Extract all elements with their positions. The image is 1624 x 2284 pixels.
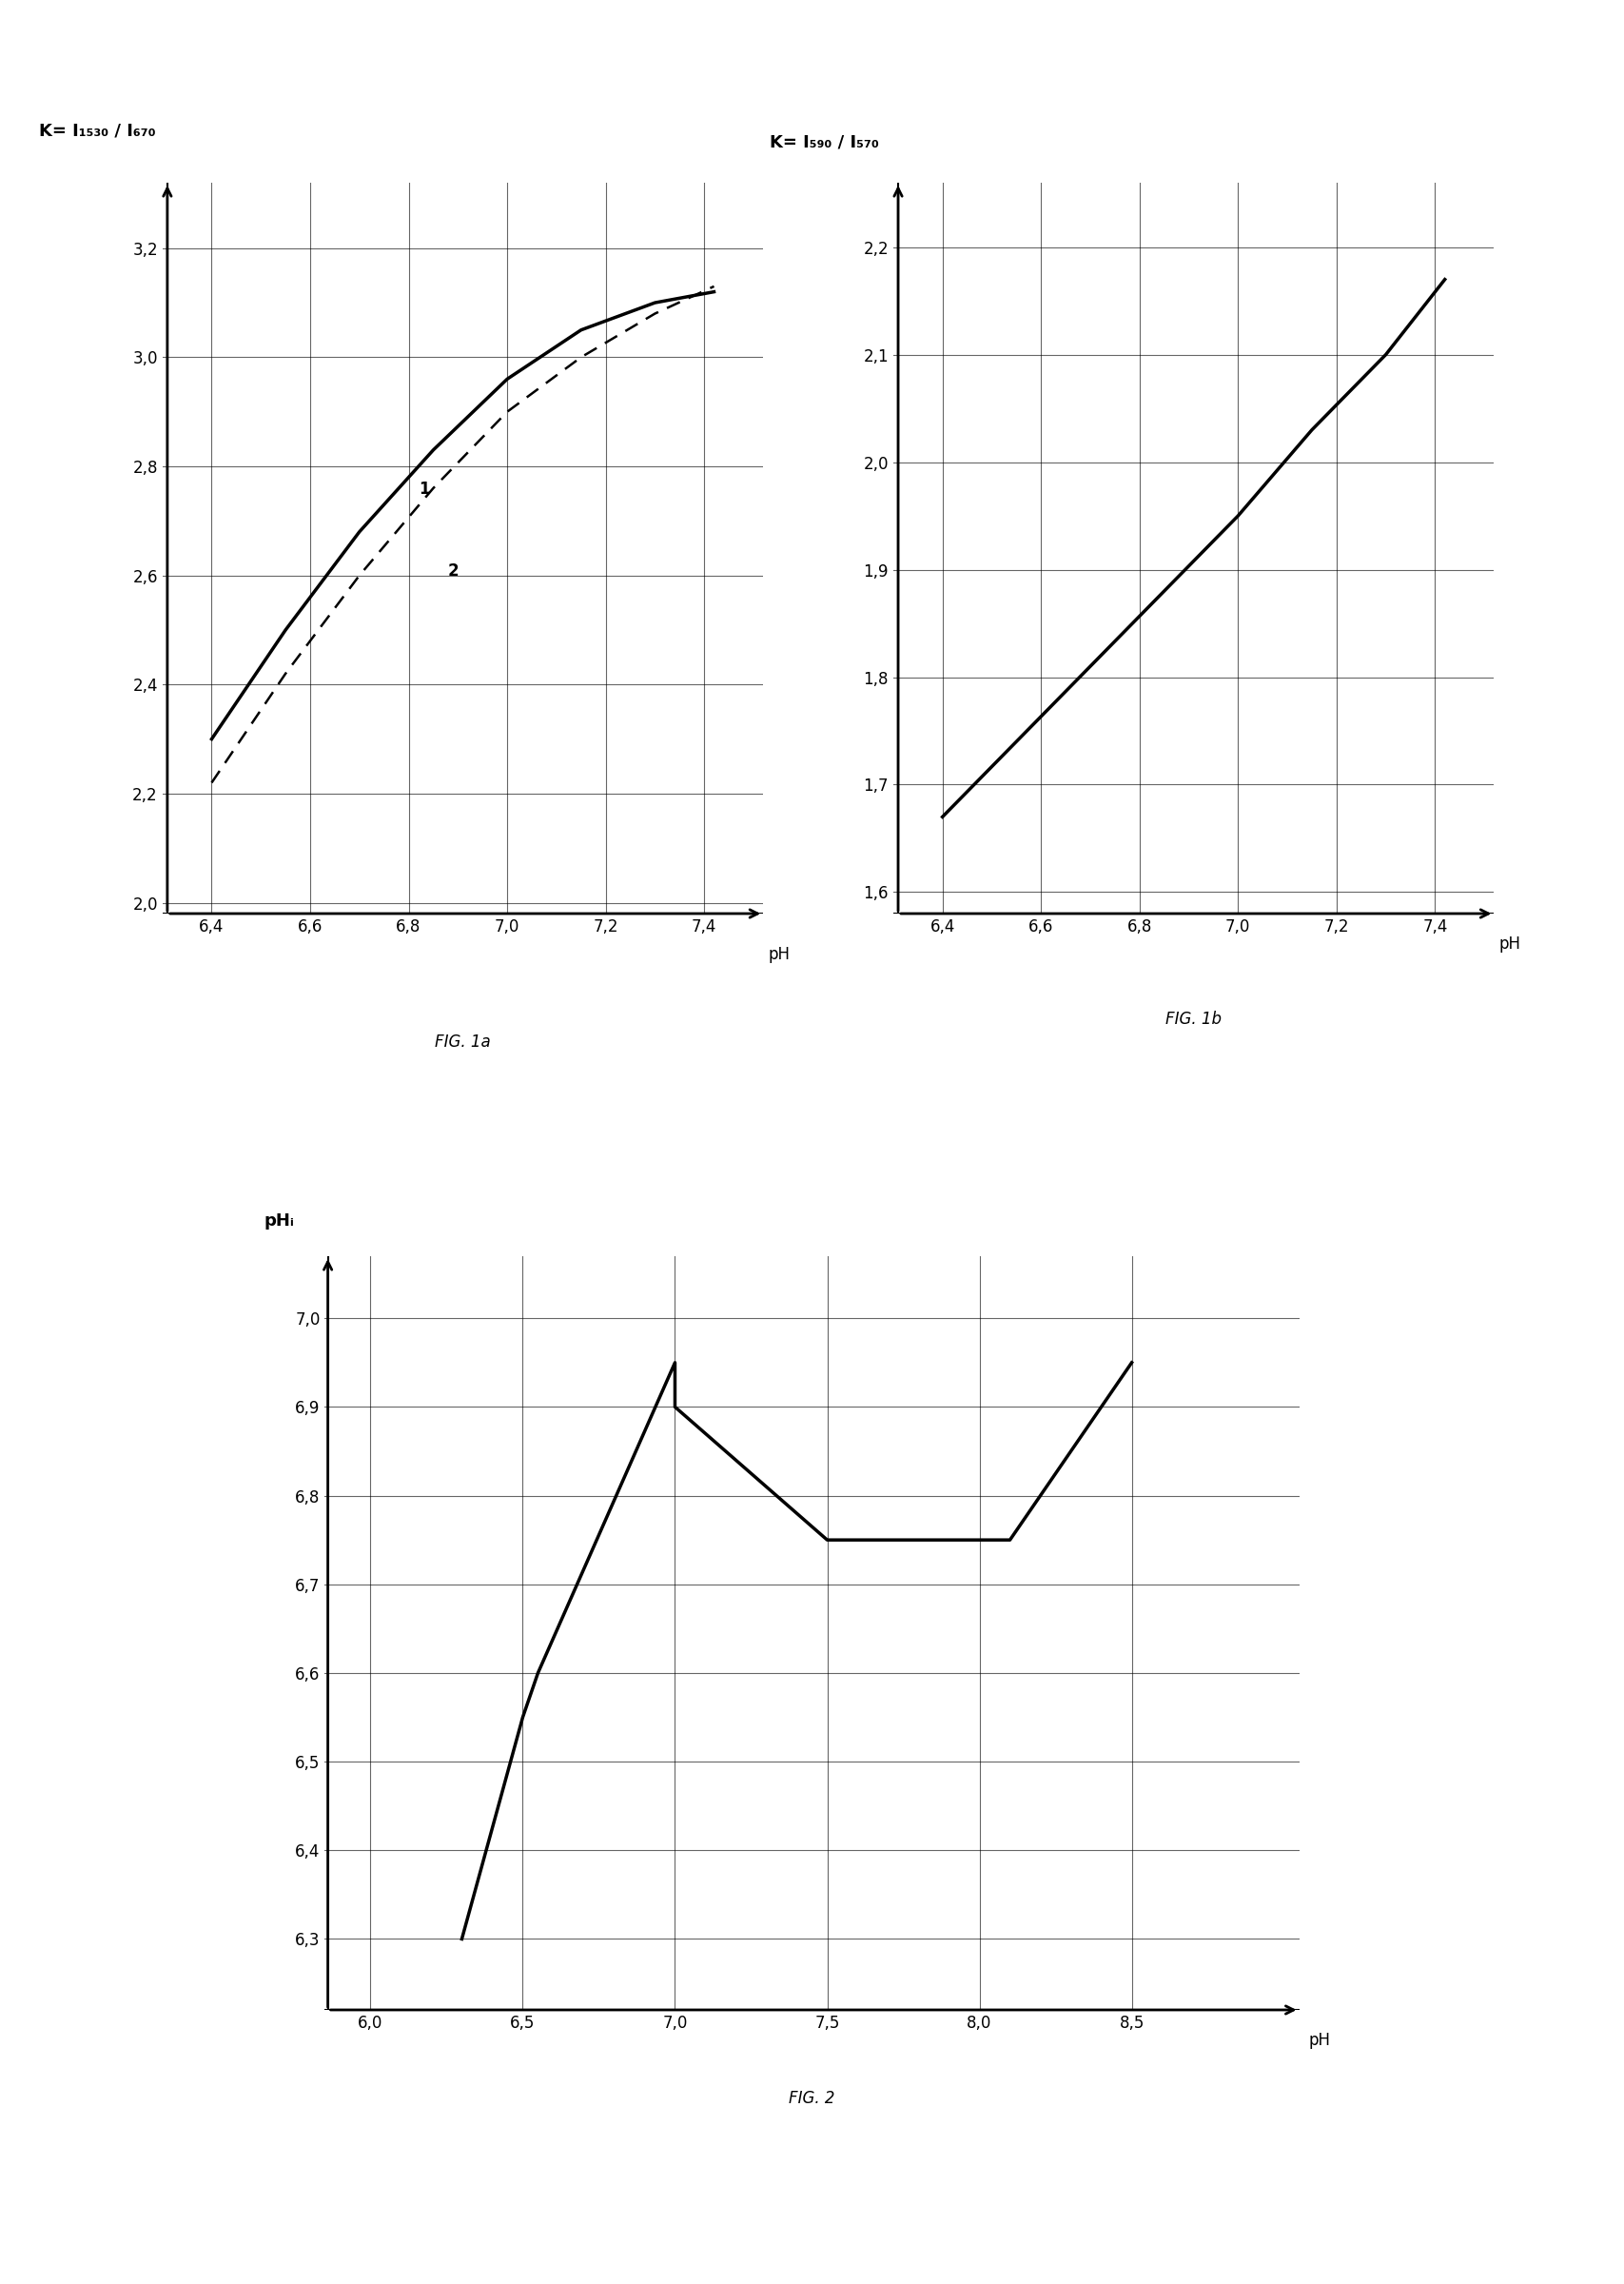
Text: FIG. 1a: FIG. 1a [435,1035,490,1051]
Text: FIG. 1b: FIG. 1b [1166,1010,1221,1028]
Text: pHᵢ: pHᵢ [263,1213,294,1229]
Text: 2: 2 [448,562,460,580]
Text: K= I₁₅₃₀ / I₆₇₀: K= I₁₅₃₀ / I₆₇₀ [39,121,156,139]
Text: FIG. 2: FIG. 2 [789,2090,835,2106]
Text: K= I₅₉₀ / I₅₇₀: K= I₅₉₀ / I₅₇₀ [770,132,879,151]
Text: 1: 1 [419,480,429,498]
Text: pH: pH [1499,934,1522,952]
Text: pH: pH [1309,2033,1330,2049]
Text: pH: pH [768,946,791,964]
